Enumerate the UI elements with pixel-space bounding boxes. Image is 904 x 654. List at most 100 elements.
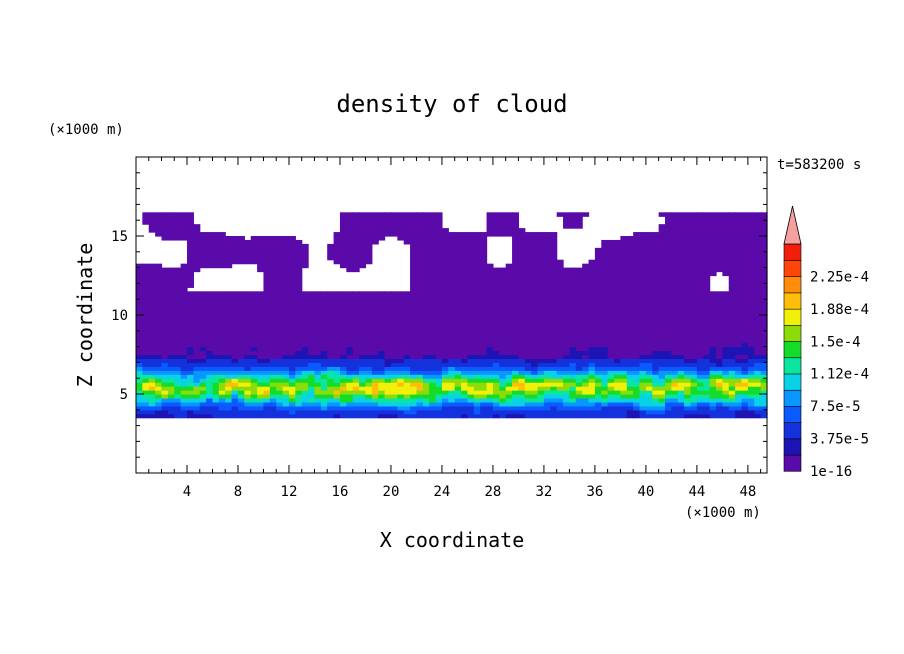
contour-cell bbox=[263, 390, 271, 395]
colorbar-segment bbox=[783, 292, 802, 310]
contour-cell bbox=[760, 322, 768, 328]
contour-cell bbox=[155, 263, 163, 269]
contour-cell bbox=[582, 401, 590, 407]
contour-cell bbox=[741, 386, 749, 391]
contour-cell bbox=[620, 413, 628, 419]
contour-cell bbox=[684, 275, 692, 281]
contour-cell bbox=[531, 394, 539, 399]
contour-cell bbox=[645, 378, 653, 383]
contour-cell bbox=[435, 394, 443, 399]
contour-cell bbox=[365, 334, 373, 340]
contour-cell bbox=[167, 267, 175, 273]
contour-cell bbox=[282, 255, 290, 261]
contour-cell bbox=[193, 322, 201, 328]
contour-cell bbox=[728, 318, 736, 324]
contour-cell bbox=[754, 346, 762, 352]
contour-cell bbox=[180, 212, 188, 217]
contour-cell bbox=[480, 334, 488, 340]
contour-cell bbox=[435, 362, 443, 367]
contour-cell bbox=[429, 358, 437, 363]
contour-cell bbox=[212, 362, 220, 367]
contour-cell bbox=[136, 362, 143, 367]
contour-cell bbox=[480, 362, 488, 367]
contour-cell bbox=[155, 362, 163, 367]
contour-cell bbox=[314, 397, 322, 403]
contour-cell bbox=[237, 291, 245, 296]
contour-cell bbox=[206, 354, 214, 360]
contour-cell bbox=[633, 378, 641, 383]
contour-cell bbox=[716, 315, 723, 320]
contour-cell bbox=[429, 307, 437, 312]
contour-cell bbox=[747, 342, 755, 348]
contour-cell bbox=[665, 330, 672, 336]
contour-cell bbox=[722, 366, 730, 371]
contour-cell bbox=[722, 251, 730, 257]
contour-cell bbox=[722, 394, 730, 399]
contour-cell bbox=[397, 382, 405, 387]
contour-cell bbox=[639, 295, 647, 300]
contour-cell bbox=[690, 255, 698, 261]
contour-cell bbox=[250, 338, 258, 344]
contour-cell bbox=[543, 255, 551, 261]
contour-cell bbox=[448, 279, 456, 284]
contour-cell bbox=[747, 224, 755, 229]
contour-cell bbox=[620, 236, 628, 241]
contour-cell bbox=[244, 386, 252, 391]
contour-cell bbox=[760, 342, 768, 348]
contour-cell bbox=[492, 362, 500, 367]
contour-cell bbox=[180, 322, 188, 328]
contour-cell bbox=[575, 220, 583, 225]
contour-cell bbox=[448, 394, 456, 399]
contour-cell bbox=[658, 303, 666, 308]
contour-cell bbox=[339, 342, 347, 348]
contour-cell bbox=[760, 220, 768, 225]
contour-cell bbox=[454, 330, 462, 336]
contour-cell bbox=[263, 243, 271, 249]
contour-cell bbox=[658, 239, 666, 245]
contour-cell bbox=[263, 378, 271, 383]
contour-cell bbox=[607, 255, 615, 261]
contour-cell bbox=[550, 271, 558, 277]
contour-cell bbox=[645, 322, 653, 328]
contour-cell bbox=[403, 346, 411, 352]
contour-cell bbox=[652, 263, 660, 269]
contour-cell bbox=[167, 334, 175, 340]
contour-cell bbox=[728, 255, 736, 261]
contour-cell bbox=[269, 413, 277, 419]
contour-cell bbox=[327, 247, 335, 253]
contour-cell bbox=[161, 303, 169, 308]
contour-cell bbox=[607, 370, 615, 375]
contour-cell bbox=[212, 311, 220, 316]
contour-cell bbox=[193, 311, 201, 316]
contour-cell bbox=[142, 354, 150, 360]
contour-cell bbox=[671, 334, 679, 340]
contour-cell bbox=[499, 374, 507, 379]
contour-cell bbox=[696, 378, 704, 383]
contour-cell bbox=[397, 362, 405, 367]
contour-cell bbox=[709, 259, 717, 265]
contour-cell bbox=[390, 358, 398, 363]
contour-cell bbox=[308, 362, 316, 367]
contour-cell bbox=[601, 318, 609, 324]
contour-cell bbox=[658, 243, 666, 249]
contour-cell bbox=[441, 239, 449, 245]
contour-cell bbox=[231, 330, 239, 336]
contour-cell bbox=[186, 413, 194, 419]
contour-cell bbox=[352, 311, 360, 316]
contour-cell bbox=[601, 243, 609, 249]
contour-cell bbox=[754, 370, 762, 375]
contour-cell bbox=[480, 303, 488, 308]
contour-cell bbox=[161, 267, 169, 273]
contour-cell bbox=[690, 346, 698, 352]
contour-cell bbox=[728, 374, 736, 379]
contour-cell bbox=[741, 409, 749, 415]
contour-cell bbox=[677, 251, 685, 257]
contour-cell bbox=[760, 212, 768, 217]
contour-cell bbox=[186, 311, 194, 316]
contour-cell bbox=[690, 334, 698, 340]
contour-cell bbox=[225, 394, 233, 399]
contour-cell bbox=[684, 251, 692, 257]
contour-cell bbox=[601, 255, 609, 261]
contour-cell bbox=[741, 338, 749, 344]
contour-cell bbox=[276, 386, 284, 391]
